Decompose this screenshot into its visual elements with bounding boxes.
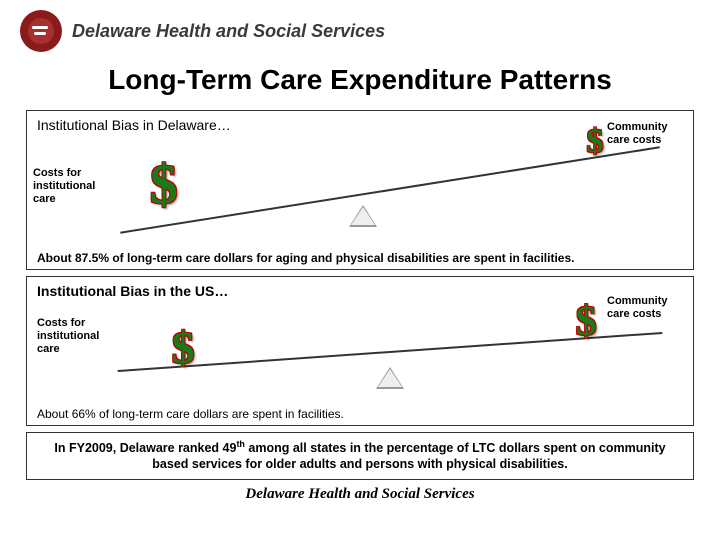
- dollar-small-icon: $: [576, 301, 597, 343]
- page-title: Long-Term Care Expenditure Patterns: [0, 64, 720, 96]
- agency-logo-icon: [20, 10, 62, 52]
- footer-agency-name: Delaware Health and Social Services: [0, 486, 720, 503]
- dollar-large-icon: $: [150, 157, 178, 213]
- label-institutional-de: Costs for institutional care: [33, 167, 113, 207]
- label-institutional-us: Costs for institutional care: [37, 317, 117, 357]
- fulcrum-icon: [376, 367, 404, 389]
- dollar-small-icon: $: [587, 125, 604, 159]
- page-header: Delaware Health and Social Services: [0, 0, 720, 56]
- stat-us: About 66% of long-term care dollars are …: [37, 407, 344, 421]
- dollar-large-icon: $: [172, 325, 195, 371]
- seesaw-beam-de: [120, 146, 660, 233]
- stat-delaware: About 87.5% of long-term care dollars fo…: [37, 251, 574, 265]
- agency-name: Delaware Health and Social Services: [72, 21, 385, 42]
- seesaw-de: $ $: [117, 133, 663, 233]
- footer-rank-suffix: th: [236, 439, 245, 449]
- fulcrum-icon: [349, 205, 377, 227]
- seesaw-us: $ $: [117, 295, 663, 395]
- footer-ranking-box: In FY2009, Delaware ranked 49th among al…: [26, 432, 694, 480]
- panel-us: Institutional Bias in the US… Costs for …: [26, 276, 694, 426]
- panel-delaware: Institutional Bias in Delaware… Costs fo…: [26, 110, 694, 270]
- footer-text-pre: In FY2009, Delaware ranked 49: [54, 441, 236, 455]
